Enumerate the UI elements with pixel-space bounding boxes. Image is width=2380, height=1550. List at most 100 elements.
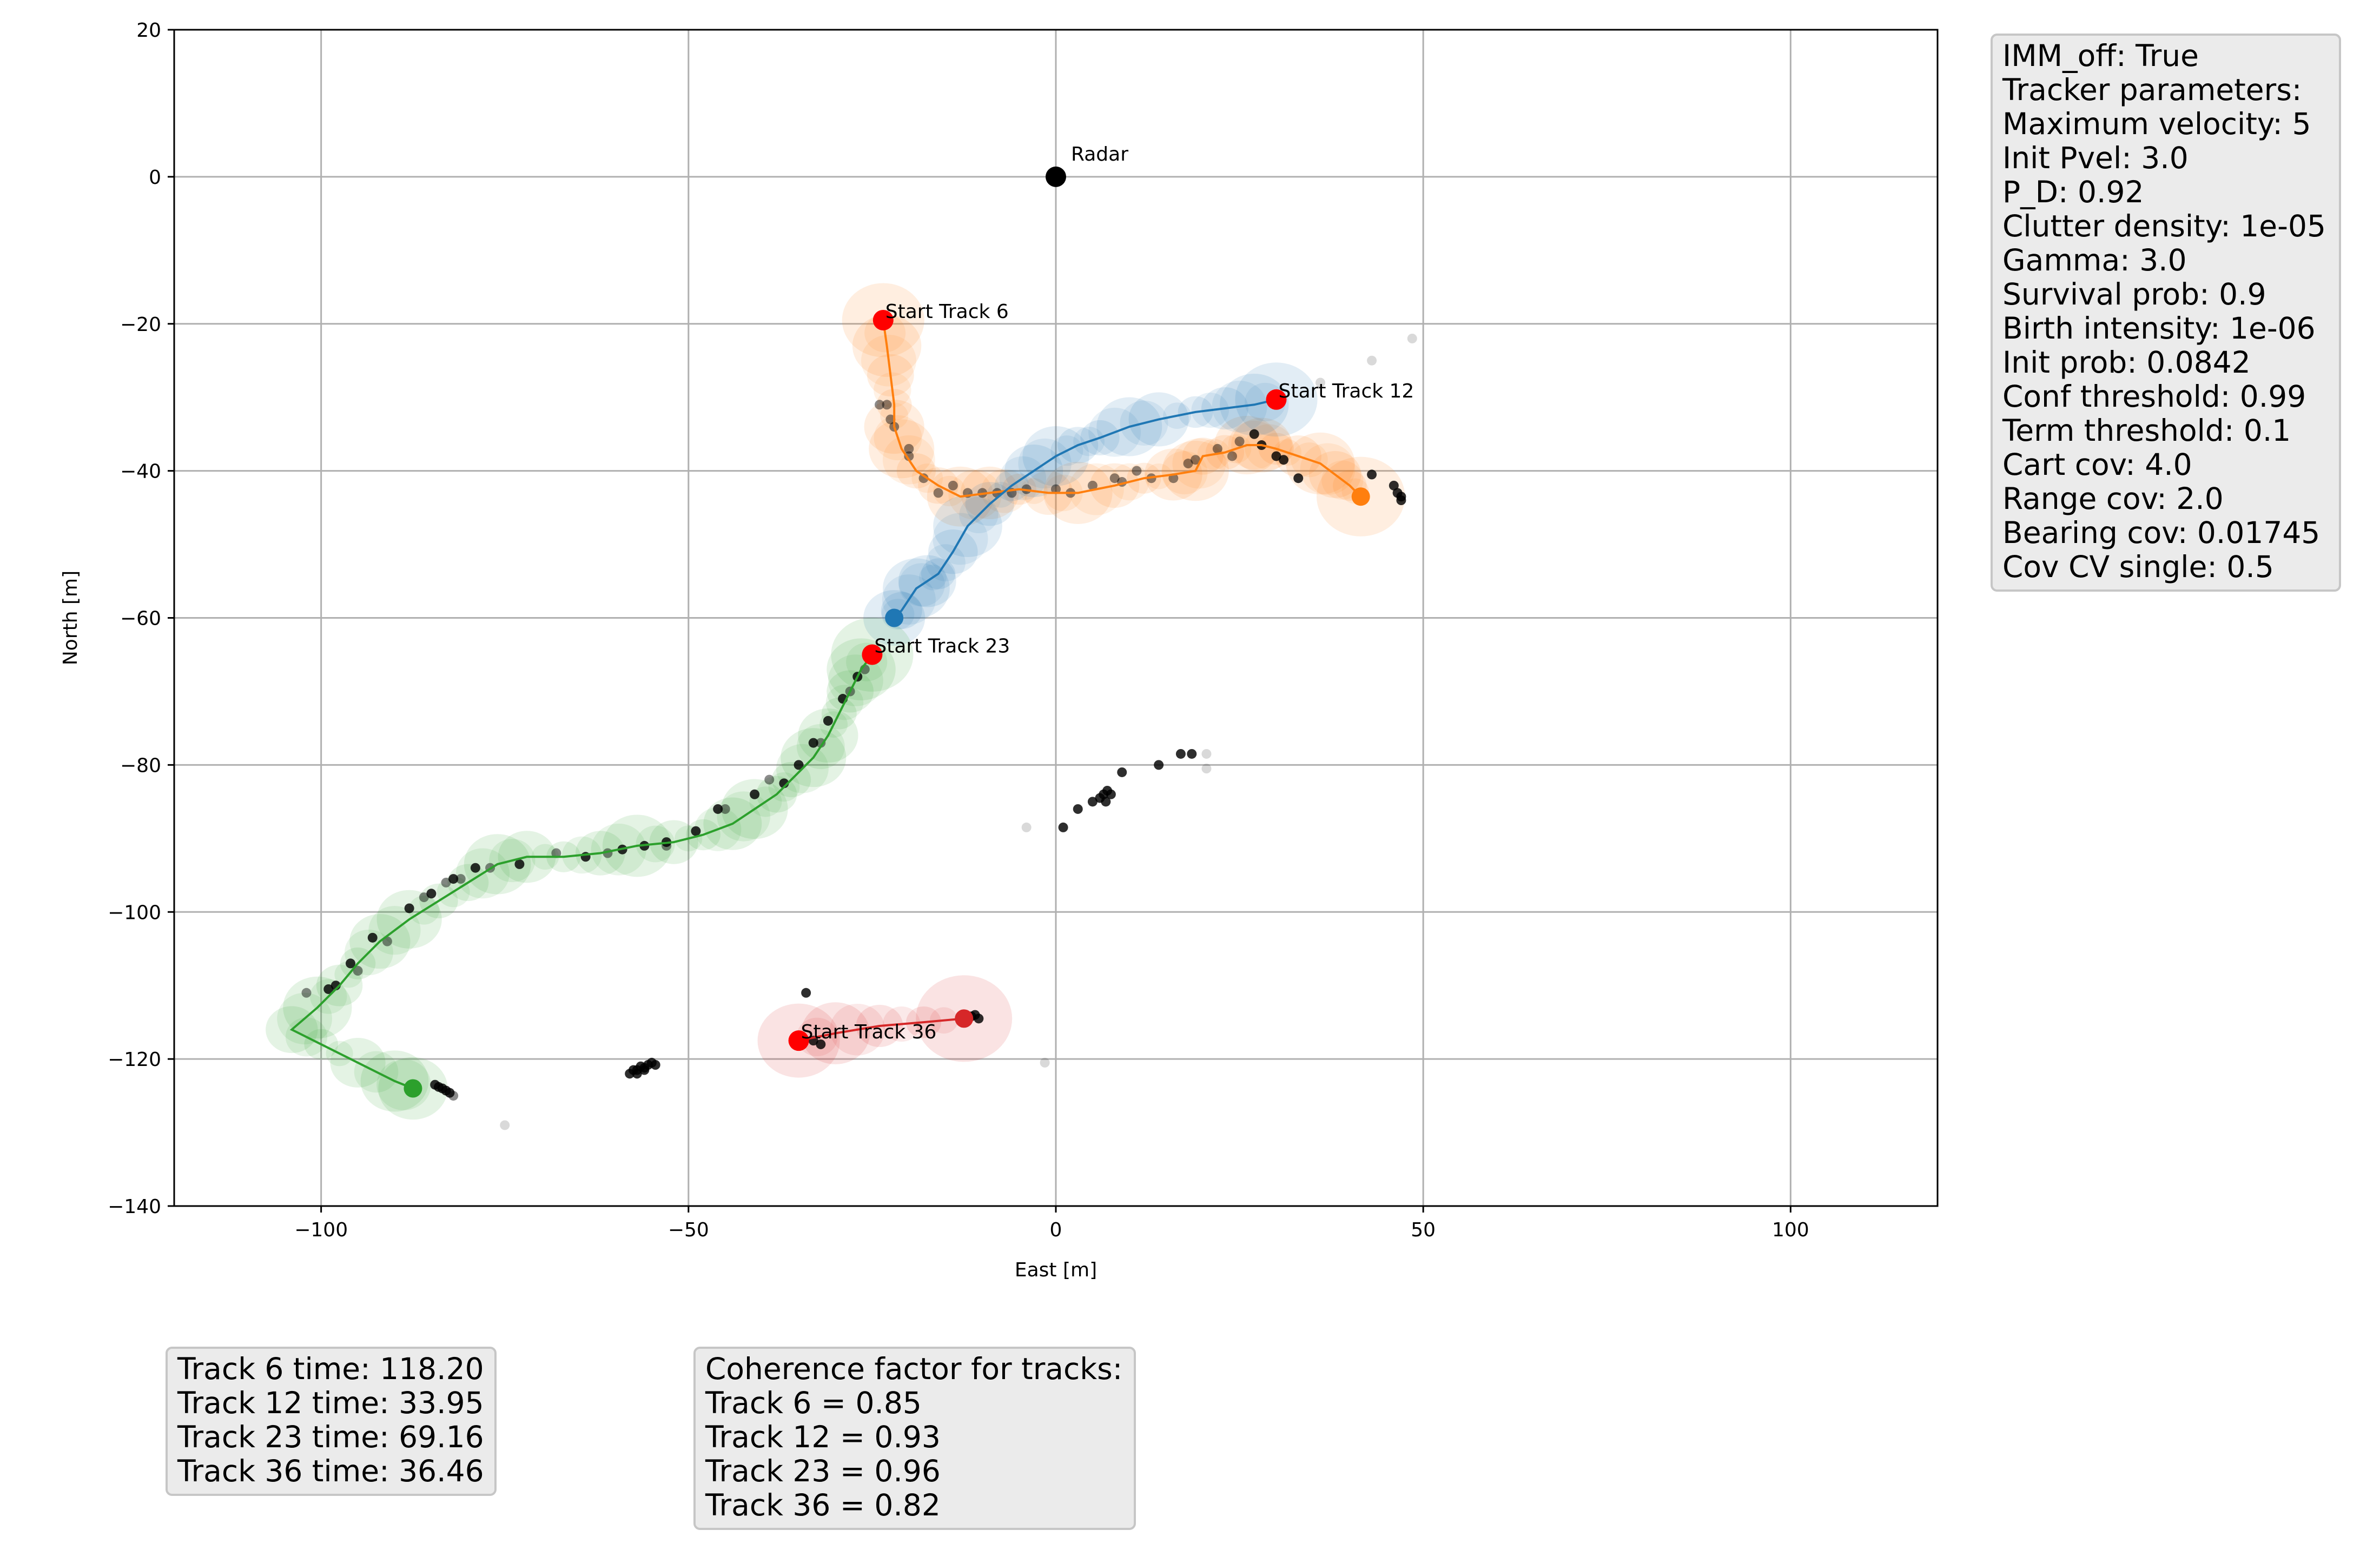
detection-point	[1117, 767, 1127, 777]
track-end-marker-36	[955, 1009, 974, 1028]
detection-point	[1389, 480, 1399, 491]
detection-point	[1407, 333, 1417, 343]
detection-point	[1191, 455, 1201, 465]
detection-point	[426, 889, 437, 899]
detections	[301, 333, 1417, 1130]
detection-point	[1087, 797, 1098, 807]
detection-point	[455, 874, 466, 884]
detection-point	[904, 443, 914, 454]
axis-ticks: −100 −50 0 50 100 20 0 −20 −40 −60 −80 −100 −120 −140	[108, 19, 1809, 1241]
detection-point	[1040, 1057, 1050, 1068]
coherence-line: Track 23 = 0.96	[705, 1454, 941, 1488]
detection-point	[1101, 797, 1111, 807]
detection-point	[1212, 443, 1222, 454]
track-line-23	[289, 654, 874, 1090]
detection-point	[1396, 495, 1406, 505]
detection-point	[1367, 469, 1377, 480]
detection-point	[1227, 451, 1237, 461]
detection-point	[801, 988, 811, 998]
parameter-line: Survival prob: 0.9	[2002, 277, 2266, 312]
detection-point	[885, 414, 896, 425]
track-time-box: Track 6 time: 118.20 Track 12 time: 33.95…	[166, 1347, 497, 1496]
y-tick-label: 20	[136, 19, 161, 42]
detection-point	[808, 738, 818, 748]
parameter-line: Maximum velocity: 5	[2002, 107, 2311, 141]
detection-point	[948, 480, 958, 491]
parameter-line: Bearing cov: 0.01745	[2002, 515, 2320, 550]
track-start-marker-36	[788, 1030, 809, 1051]
detection-point	[551, 848, 561, 858]
parameter-line: Gamma: 3.0	[2002, 243, 2187, 277]
parameter-line: Init prob: 0.0842	[2002, 345, 2251, 380]
detection-point	[1073, 804, 1083, 814]
x-tick-label: 100	[1772, 1219, 1809, 1241]
detection-point	[1087, 480, 1098, 491]
y-tick-label: −140	[108, 1196, 161, 1218]
detection-point	[764, 774, 775, 785]
detection-point	[875, 400, 884, 410]
detection-point	[1183, 459, 1193, 469]
detection-point	[1175, 748, 1186, 759]
detection-point	[514, 859, 525, 869]
x-tick-label: −50	[668, 1219, 709, 1241]
y-tick-label: −60	[120, 608, 161, 630]
detection-point	[1367, 355, 1377, 366]
detection-point	[1279, 455, 1289, 465]
parameter-line: Cov CV single: 0.5	[2002, 549, 2274, 584]
coherence-line: Track 6 = 0.85	[705, 1386, 922, 1420]
detection-point	[1132, 466, 1142, 476]
detection-point	[1249, 429, 1259, 439]
grid-lines	[174, 29, 1938, 1207]
detection-point	[445, 1088, 455, 1098]
detection-point	[441, 877, 451, 887]
coherence-line: Track 36 = 0.82	[705, 1488, 941, 1522]
detection-point	[404, 903, 414, 913]
detection-point	[323, 984, 334, 994]
coherence-line: Coherence factor for tracks:	[705, 1352, 1123, 1386]
y-tick-label: −20	[120, 314, 161, 336]
detection-point	[1201, 748, 1212, 759]
track-time-line: Track 36 time: 36.46	[177, 1454, 484, 1488]
parameter-line: Conf threshold: 0.99	[2002, 379, 2306, 414]
y-axis-label: North [m]	[60, 571, 82, 665]
track-end-marker-6	[1351, 487, 1370, 506]
parameter-line: Range cov: 2.0	[2002, 481, 2224, 516]
detection-point	[1021, 822, 1032, 832]
track-markers: Start Track 6 Start Track 12 Start Track 2…	[404, 143, 1414, 1098]
detection-point	[933, 488, 943, 498]
track-time-line: Track 6 time: 118.20	[177, 1352, 484, 1386]
track-time-line: Track 12 time: 33.95	[177, 1386, 484, 1420]
detection-point	[750, 789, 760, 799]
track-start-marker-6	[872, 309, 894, 330]
y-tick-label: −80	[120, 754, 161, 777]
detection-point	[1154, 760, 1164, 770]
detection-point	[1234, 436, 1245, 447]
track-end-marker-12	[885, 608, 904, 627]
track-line-6	[882, 320, 1362, 498]
detection-point	[632, 1069, 642, 1079]
parameter-line: Init Pvel: 3.0	[2002, 141, 2189, 175]
tracker-parameters-box: IMM_off: True Tracker parameters: Maximum …	[1991, 34, 2341, 592]
detection-point	[419, 892, 429, 903]
coherence-line: Track 12 = 0.93	[705, 1420, 941, 1454]
track-end-marker-23	[404, 1079, 422, 1098]
detection-point	[353, 966, 363, 976]
detection-point	[691, 826, 701, 836]
parameter-line: Cart cov: 4.0	[2002, 447, 2192, 482]
track-start-label-6: Start Track 6	[885, 301, 1009, 323]
detection-point	[720, 804, 730, 814]
detection-point	[816, 1039, 826, 1049]
track-start-marker-12	[1266, 389, 1287, 410]
y-tick-label: −120	[108, 1049, 161, 1071]
detection-point	[1109, 473, 1120, 483]
track-start-marker-23	[862, 644, 883, 665]
track-time-line: Track 23 time: 69.16	[177, 1420, 484, 1454]
detection-point	[974, 1014, 984, 1024]
detection-point	[346, 958, 355, 969]
parameter-line: Birth intensity: 1e-06	[2002, 311, 2316, 346]
detection-point	[470, 863, 480, 873]
detection-point	[448, 874, 459, 884]
detection-point	[918, 473, 929, 483]
y-tick-label: −100	[108, 902, 161, 924]
track-lines	[289, 320, 1362, 1090]
